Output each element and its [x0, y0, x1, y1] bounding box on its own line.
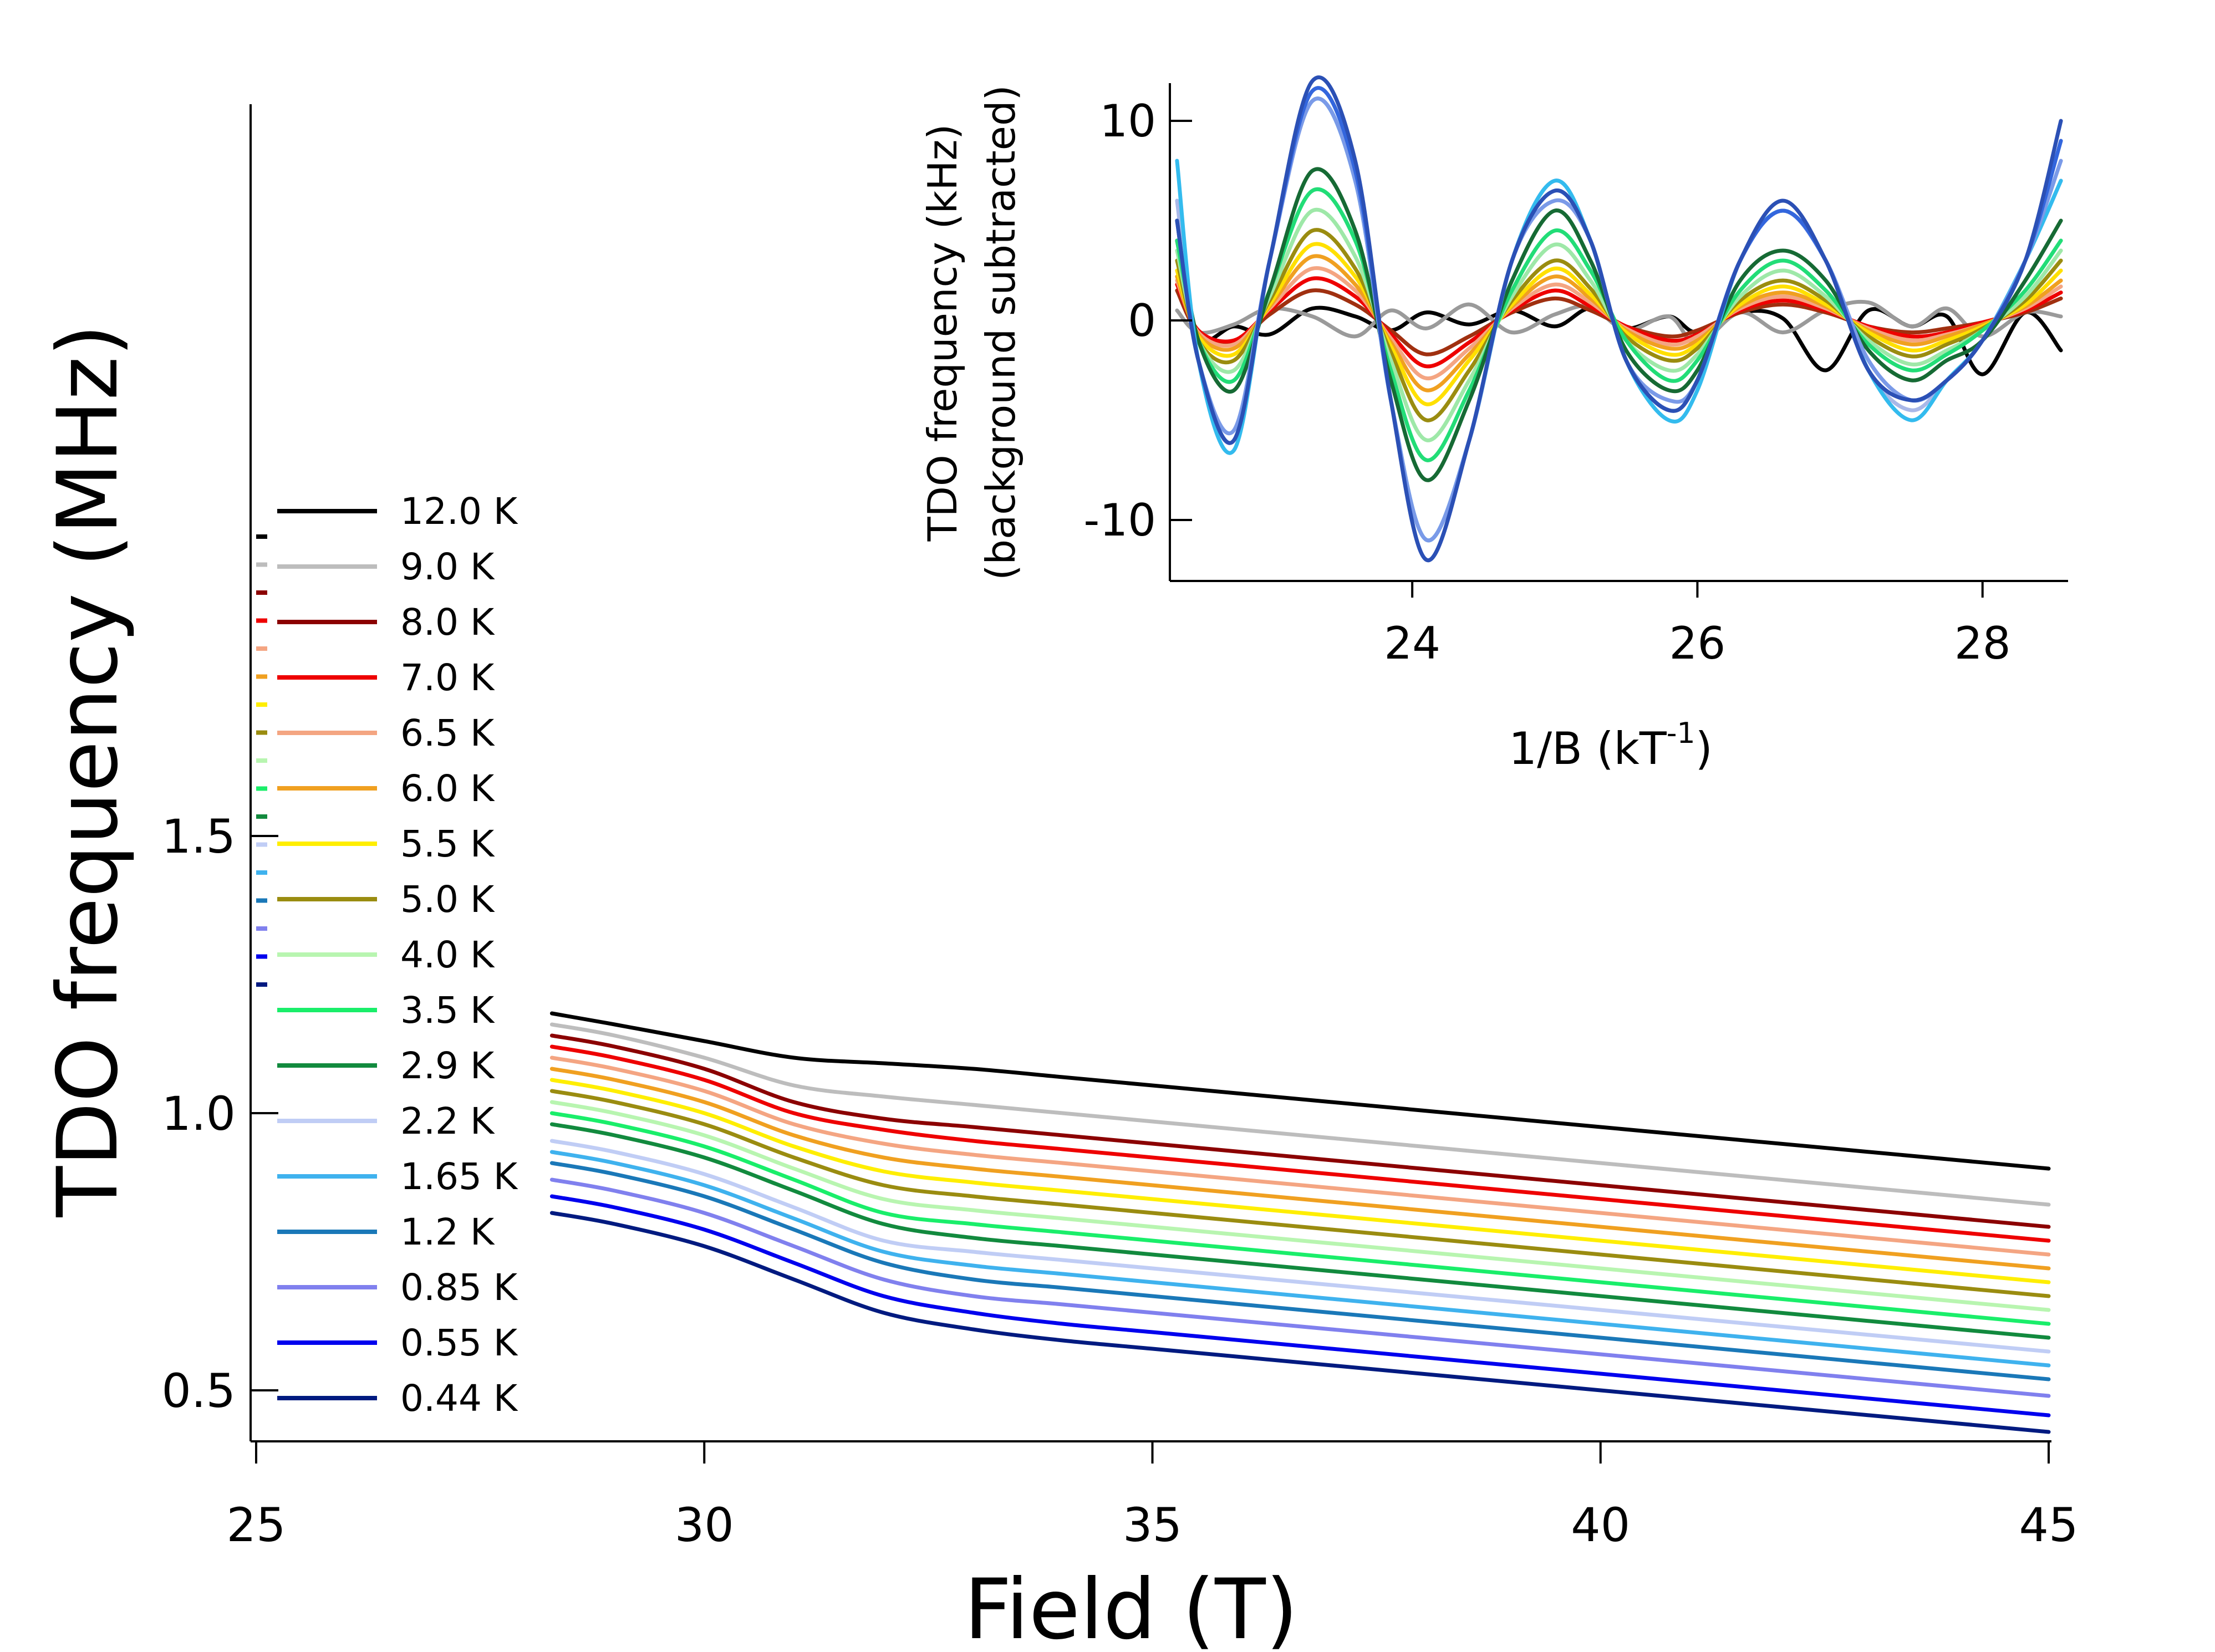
- legend-label-6-5-k: 6.5 K: [400, 712, 495, 754]
- inset-x-ticks: 24 26 28: [1384, 581, 2011, 669]
- inset-x-label-suffix: ): [1695, 723, 1713, 774]
- inset-y-axis-label-line2: (background subtracted): [977, 85, 1024, 580]
- main-x-axis-label: Field (T): [964, 1562, 1299, 1652]
- main-x-tick-label-25: 25: [227, 1498, 286, 1552]
- inset-series-line-6-0-k: [1175, 254, 2063, 392]
- main-series-line-3-5-k: [549, 1111, 2051, 1326]
- inset-x-label-main: 1/B (kT: [1509, 723, 1667, 774]
- main-x-ticks: 25 30 35 40 45: [227, 1441, 2079, 1552]
- inset-series-line-3-5-k: [1175, 187, 2063, 462]
- inset-x-tick-label-24: 24: [1384, 618, 1440, 669]
- inset-series-line-7-0-k: [1175, 276, 2063, 369]
- main-series-line-6-0-k: [549, 1067, 2051, 1271]
- legend-label-0-55-k: 0.55 K: [400, 1322, 518, 1364]
- main-series-line-2-2-k: [549, 1139, 2051, 1354]
- inset-series-line-6-5-k: [1175, 266, 2063, 380]
- legend-label-0-44-k: 0.44 K: [400, 1377, 518, 1420]
- inset-series-line-4-0-k: [1175, 207, 2063, 442]
- main-x-tick-label-45: 45: [2019, 1498, 2079, 1552]
- main-y-ticks: 0.5 1.0 1.5: [161, 809, 278, 1418]
- legend-label-9-0-k: 9.0 K: [400, 545, 495, 588]
- legend-label-1-65-k: 1.65 K: [400, 1155, 518, 1198]
- main-series-line-5-5-k: [549, 1078, 2051, 1284]
- legend-label-2-2-k: 2.2 K: [400, 1100, 495, 1143]
- main-series-line-9-0-k: [549, 1022, 2051, 1207]
- legend-label-3-5-k: 3.5 K: [400, 989, 495, 1032]
- main-series-line-4-0-k: [549, 1100, 2051, 1312]
- legend-label-12-0-k: 12.0 K: [400, 490, 518, 533]
- main-series-line-1-65-k: [549, 1150, 2051, 1368]
- main-series-line-0-55-k: [549, 1194, 2051, 1418]
- inset-series-line-8-0-k: [1175, 288, 2063, 356]
- main-y-tick-label-0-5: 0.5: [161, 1364, 236, 1418]
- main-chart: 25 30 35 40 45 0.5 1.0 1.5 Field (T) TDO frequ…: [40, 104, 2078, 1652]
- legend-label-2-9-k: 2.9 K: [400, 1044, 495, 1087]
- inset-y-tick-label-0: 0: [1128, 295, 1156, 346]
- main-series-line-0-44-k: [549, 1211, 2051, 1434]
- main-x-tick-label-35: 35: [1123, 1498, 1182, 1552]
- main-series-line-7-0-k: [549, 1044, 2051, 1243]
- inset-series-line-2-9-k: [1175, 167, 2063, 482]
- main-series-line-8-0-k: [549, 1033, 2051, 1229]
- main-series-lines: [549, 1011, 2051, 1434]
- inset-x-axis-label: 1/B (kT-1): [1509, 717, 1713, 774]
- inset-series-line-5-5-k: [1175, 242, 2063, 406]
- main-series-line-6-5-k: [549, 1056, 2051, 1257]
- inset-y-tick-label-10: 10: [1099, 95, 1156, 147]
- inset-y-tick-label-10: -10: [1083, 494, 1156, 546]
- inset-chart: 24 26 28 -10 0 10 1/B (kT-1) TDO frequency (…: [919, 75, 2068, 774]
- inset-series-line-0-44-k: [1175, 75, 2063, 563]
- inset-x-label-superscript: -1: [1667, 717, 1695, 750]
- main-y-tick-label-1-5: 1.5: [161, 809, 236, 864]
- legend: 12.0 K 9.0 K 8.0 K 7.0 K 6.5 K 6.0 K 5.5 K 5.0 …: [277, 490, 518, 1420]
- inset-x-tick-label-26: 26: [1669, 618, 1726, 669]
- main-series-line-0-85-k: [549, 1177, 2051, 1398]
- main-y-tick-label-1-0: 1.0: [161, 1087, 236, 1141]
- main-series-line-12-0-k: [549, 1011, 2051, 1171]
- legend-label-7-0-k: 7.0 K: [400, 656, 495, 699]
- inset-x-tick-label-28: 28: [1954, 618, 2011, 669]
- inset-series-line-5-0-k: [1175, 228, 2063, 422]
- legend-label-5-5-k: 5.5 K: [400, 823, 495, 865]
- legend-label-8-0-k: 8.0 K: [400, 601, 495, 644]
- main-series-line-5-0-k: [549, 1089, 2051, 1298]
- main-series-line-1-2-k: [549, 1161, 2051, 1381]
- legend-label-5-0-k: 5.0 K: [400, 878, 495, 921]
- main-x-tick-label-40: 40: [1571, 1498, 1630, 1552]
- main-series-line-2-9-k: [549, 1122, 2051, 1340]
- legend-label-1-2-k: 1.2 K: [400, 1211, 495, 1253]
- main-left-stubs: [256, 534, 267, 987]
- inset-series-lines: [1175, 75, 2063, 563]
- main-y-axis-label: TDO frequency (MHz): [40, 324, 136, 1218]
- legend-label-6-0-k: 6.0 K: [400, 767, 495, 810]
- legend-label-4-0-k: 4.0 K: [400, 934, 495, 976]
- legend-label-0-85-k: 0.85 K: [400, 1266, 518, 1309]
- inset-y-ticks: -10 0 10: [1083, 95, 1192, 546]
- inset-y-axis-label-line1: TDO frequency (kHz): [919, 124, 966, 542]
- main-x-tick-label-30: 30: [675, 1498, 734, 1552]
